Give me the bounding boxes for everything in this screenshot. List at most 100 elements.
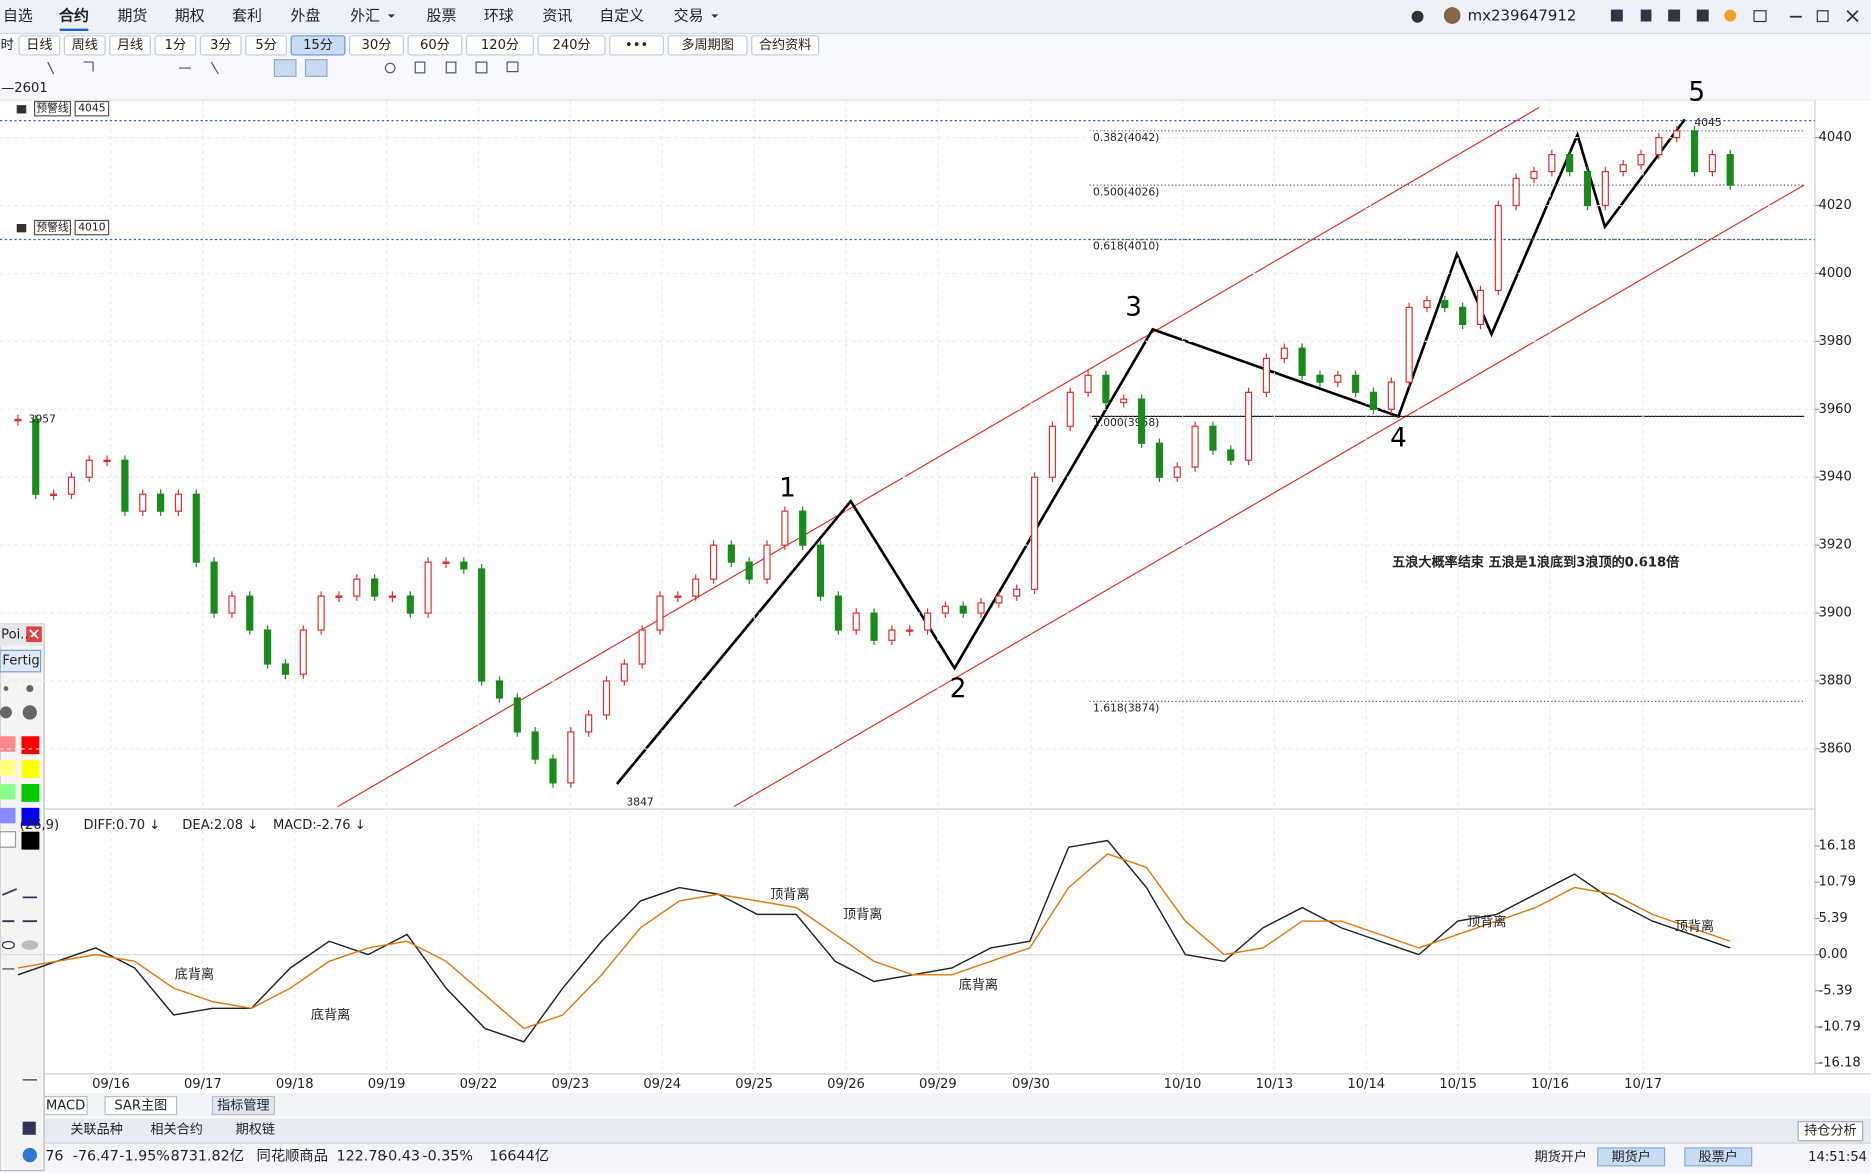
x-tick-label: 09/23 xyxy=(551,1077,589,1092)
candle xyxy=(567,731,575,784)
subtab-label[interactable]: 期权链 xyxy=(236,1121,275,1138)
wave-label: 5 xyxy=(1688,78,1705,108)
y-tick-label: -16.18 xyxy=(1818,1056,1860,1071)
period-button[interactable] xyxy=(63,35,106,56)
candle xyxy=(14,418,22,422)
tab[interactable] xyxy=(104,1096,178,1116)
period-label[interactable]: 240分 xyxy=(552,37,590,53)
menu-item[interactable]: 资讯 xyxy=(542,7,572,25)
period-button[interactable] xyxy=(290,35,346,56)
menu-item[interactable]: 期权 xyxy=(175,7,205,25)
period-label[interactable]: 月线 xyxy=(117,37,143,53)
account-button[interactable] xyxy=(1684,1147,1753,1167)
period-label[interactable]: 120分 xyxy=(481,37,519,53)
period-label[interactable]: 日线 xyxy=(26,37,52,53)
candle xyxy=(478,568,486,682)
candle xyxy=(585,714,593,733)
period-button[interactable] xyxy=(154,35,197,56)
period-label[interactable]: 1分 xyxy=(165,37,186,53)
candle xyxy=(353,578,361,597)
period-label[interactable]: 周线 xyxy=(72,37,98,53)
macd-header: (26,9) xyxy=(20,818,59,833)
status-right[interactable]: 期货户 xyxy=(1611,1148,1650,1165)
candle xyxy=(1708,153,1716,173)
period-button[interactable] xyxy=(18,35,61,56)
candle xyxy=(959,605,967,614)
divergence-label: 底背离 xyxy=(959,976,998,993)
period-label[interactable]: 3分 xyxy=(210,37,231,53)
x-tick-label: 10/17 xyxy=(1624,1077,1662,1092)
period-label[interactable]: ••• xyxy=(625,38,648,53)
menu-item[interactable]: 外盘 xyxy=(291,7,321,25)
candle xyxy=(281,663,290,675)
period-button[interactable] xyxy=(667,35,748,56)
tab[interactable] xyxy=(211,1096,276,1116)
status-right[interactable]: 期货开户 xyxy=(1535,1148,1587,1165)
candle xyxy=(656,595,664,631)
fib-label: 1.618(3874) xyxy=(1093,702,1159,715)
candle xyxy=(85,459,93,478)
period-button[interactable] xyxy=(109,35,151,56)
menu-item[interactable]: 自定义 xyxy=(599,7,644,25)
menu-item[interactable]: 期货 xyxy=(118,7,148,25)
menu-item[interactable]: 股票 xyxy=(427,7,457,25)
candle xyxy=(763,544,771,580)
account-button[interactable] xyxy=(1597,1147,1666,1167)
period-label[interactable]: 30分 xyxy=(362,37,392,53)
status-text: 76 xyxy=(45,1148,63,1164)
menu-item[interactable]: 合约 xyxy=(58,7,89,25)
menu-item[interactable]: 外汇 xyxy=(350,7,380,25)
period-label[interactable]: 5分 xyxy=(255,37,276,53)
candle xyxy=(941,605,949,614)
status-right[interactable]: 股票户 xyxy=(1699,1148,1738,1165)
indicator-label: DEA:2.08 ↓ xyxy=(182,818,258,833)
divergence-label: 顶背离 xyxy=(770,885,809,902)
tab[interactable] xyxy=(43,1096,88,1116)
candle xyxy=(781,510,789,546)
period-button[interactable] xyxy=(407,35,463,56)
drawing-icons xyxy=(47,59,519,77)
menu-item[interactable]: 交易 xyxy=(674,7,704,25)
period-label[interactable]: 15分 xyxy=(303,37,333,53)
candle xyxy=(1048,425,1056,478)
subtab-label[interactable]: 关联品种 xyxy=(70,1122,122,1138)
alert-value: 4045 xyxy=(78,102,105,115)
status-bar xyxy=(0,1143,1871,1173)
menu-item[interactable]: 套利 xyxy=(232,7,262,25)
period-label[interactable]: 时 xyxy=(1,37,14,53)
candle xyxy=(549,758,557,784)
subtab-label[interactable]: 相关合约 xyxy=(150,1122,202,1138)
tab-label[interactable]: MACD xyxy=(46,1099,85,1114)
period-button[interactable] xyxy=(751,35,820,56)
palette-button[interactable]: Fertig xyxy=(2,654,39,669)
y-tick-label: 3860 xyxy=(1818,741,1851,756)
candle xyxy=(299,629,307,675)
period-button[interactable] xyxy=(465,35,534,56)
period-button[interactable] xyxy=(609,35,665,56)
price-mark: 3957 xyxy=(29,412,56,425)
alert-value: 4010 xyxy=(78,221,105,234)
candle xyxy=(1280,347,1288,359)
menu-item[interactable]: 自选 xyxy=(3,7,33,25)
tab-label[interactable]: SAR主图 xyxy=(114,1098,167,1114)
candle xyxy=(1548,153,1556,173)
period-button[interactable] xyxy=(199,35,242,56)
y-tick-label: 3920 xyxy=(1818,538,1851,553)
x-tick-label: 10/13 xyxy=(1255,1077,1293,1092)
candle xyxy=(816,544,825,597)
period-button[interactable] xyxy=(349,35,404,56)
period-button[interactable] xyxy=(245,35,287,56)
period-button[interactable] xyxy=(537,35,606,56)
right-tab-box[interactable] xyxy=(1797,1121,1864,1142)
candle xyxy=(1334,374,1342,383)
period-label[interactable]: 60分 xyxy=(420,37,450,53)
period-label[interactable]: 合约资料 xyxy=(759,37,811,53)
period-label[interactable]: 多周期图 xyxy=(681,36,733,53)
x-tick-label: 09/18 xyxy=(276,1077,314,1092)
dropdown-arrow xyxy=(711,14,719,18)
tab-label[interactable]: 指标管理 xyxy=(217,1098,269,1114)
user-name[interactable]: mx239647912 xyxy=(1468,7,1577,25)
right-tab[interactable]: 持仓分析 xyxy=(1804,1123,1856,1139)
menu-item[interactable]: 环球 xyxy=(484,7,514,25)
price-mark: 3847 xyxy=(626,796,653,809)
